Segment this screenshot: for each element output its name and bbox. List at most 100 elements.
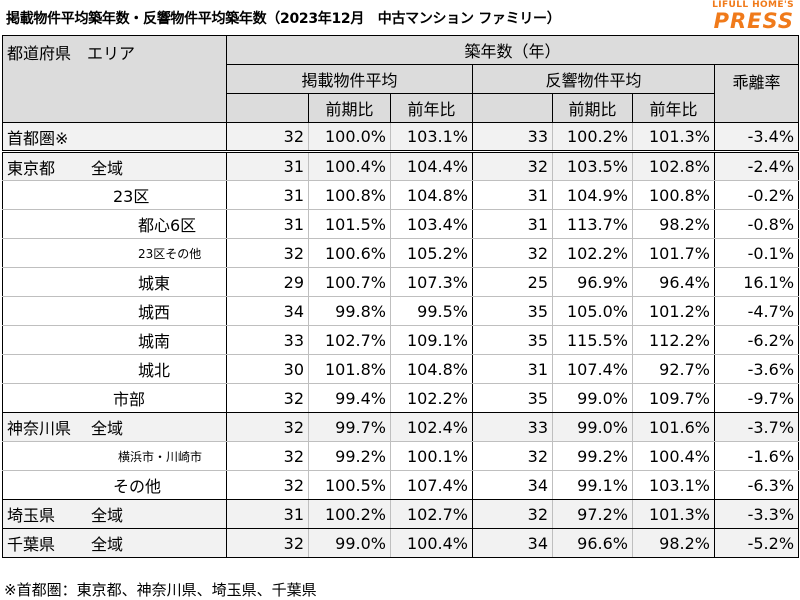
- response-yoy: 100.8%: [632, 180, 715, 210]
- response-yoy: 103.1%: [632, 470, 715, 500]
- response-years: 32: [472, 441, 553, 471]
- area-label: 全域: [91, 506, 124, 525]
- header-blank-listing: [226, 93, 309, 123]
- header-listing-mom: 前期比: [308, 93, 391, 123]
- header-response-mom: 前期比: [552, 93, 633, 123]
- response-years: 33: [472, 412, 553, 442]
- header-listing-average: 掲載物件平均: [226, 64, 473, 94]
- response-years: 31: [472, 180, 553, 210]
- table-row: 首都圏※ 32 100.0% 103.1% 33 100.2% 101.3% -…: [2, 122, 800, 153]
- listing-yoy: 109.1%: [390, 325, 473, 355]
- area-label: その他: [2, 470, 227, 500]
- listing-mom: 99.0%: [308, 528, 391, 558]
- response-years: 32: [472, 499, 553, 529]
- listing-yoy: 103.4%: [390, 209, 473, 239]
- response-mom: 99.2%: [552, 441, 633, 471]
- listing-yoy: 100.1%: [390, 441, 473, 471]
- gap-rate: -3.6%: [713, 354, 800, 384]
- listing-years: 31: [226, 180, 309, 210]
- response-years: 33: [472, 122, 553, 153]
- lifull-homes-press-logo: LIFULL HOME'S PRESS: [694, 0, 794, 32]
- listing-mom: 99.8%: [308, 296, 391, 326]
- response-years: 34: [472, 470, 553, 500]
- response-yoy: 102.8%: [632, 151, 715, 181]
- area-label: 横浜市・川崎市: [2, 441, 227, 471]
- listing-yoy: 102.7%: [390, 499, 473, 529]
- response-yoy: 112.2%: [632, 325, 715, 355]
- response-years: 35: [472, 383, 553, 413]
- table-row: 城北 30 101.8% 104.8% 31 107.4% 92.7% -3.6…: [2, 354, 800, 384]
- listing-yoy: 104.8%: [390, 180, 473, 210]
- listing-years: 31: [226, 209, 309, 239]
- listing-mom: 100.8%: [308, 180, 391, 210]
- response-yoy: 101.7%: [632, 238, 715, 268]
- response-mom: 97.2%: [552, 499, 633, 529]
- region-cell: 神奈川県 全域: [2, 412, 227, 442]
- listing-years: 32: [226, 470, 309, 500]
- region-cell: 千葉県 全域: [2, 528, 227, 558]
- header-listing-yoy: 前年比: [390, 93, 473, 123]
- listing-yoy: 107.3%: [390, 267, 473, 297]
- listing-mom: 100.6%: [308, 238, 391, 268]
- table-row: 城西 34 99.8% 99.5% 35 105.0% 101.2% -4.7%: [2, 296, 800, 326]
- listing-years: 32: [226, 441, 309, 471]
- response-yoy: 100.4%: [632, 441, 715, 471]
- response-yoy: 96.4%: [632, 267, 715, 297]
- gap-rate: -0.8%: [713, 209, 800, 239]
- response-years: 31: [472, 209, 553, 239]
- table-row: 23区 31 100.8% 104.8% 31 104.9% 100.8% -0…: [2, 180, 800, 210]
- response-years: 35: [472, 296, 553, 326]
- listing-yoy: 99.5%: [390, 296, 473, 326]
- response-yoy: 109.7%: [632, 383, 715, 413]
- response-mom: 99.0%: [552, 383, 633, 413]
- response-years: 35: [472, 325, 553, 355]
- listing-years: 34: [226, 296, 309, 326]
- prefecture-label: 埼玉県: [7, 506, 56, 525]
- listing-years: 33: [226, 325, 309, 355]
- logo-top-text: LIFULL HOME'S: [712, 0, 794, 10]
- response-yoy: 101.3%: [632, 499, 715, 529]
- response-mom: 107.4%: [552, 354, 633, 384]
- area-label: 23区: [2, 180, 227, 210]
- gap-rate: -6.3%: [713, 470, 800, 500]
- table-row: 城南 33 102.7% 109.1% 35 115.5% 112.2% -6.…: [2, 325, 800, 355]
- response-mom: 103.5%: [552, 151, 633, 181]
- listing-mom: 99.2%: [308, 441, 391, 471]
- listing-yoy: 104.4%: [390, 151, 473, 181]
- prefecture-label: 東京都: [7, 158, 56, 178]
- area-label: 都心6区: [2, 209, 227, 239]
- area-label: 城南: [2, 325, 227, 355]
- listing-yoy: 102.4%: [390, 412, 473, 442]
- listing-mom: 100.4%: [308, 151, 391, 181]
- listing-mom: 100.7%: [308, 267, 391, 297]
- listing-mom: 101.8%: [308, 354, 391, 384]
- response-years: 32: [472, 151, 553, 181]
- gap-rate: -0.1%: [713, 238, 800, 268]
- listing-years: 32: [226, 528, 309, 558]
- response-mom: 102.2%: [552, 238, 633, 268]
- area-label: 城北: [2, 354, 227, 384]
- gap-rate: 16.1%: [713, 267, 800, 297]
- response-years: 25: [472, 267, 553, 297]
- table-row: 都心6区 31 101.5% 103.4% 31 113.7% 98.2% -0…: [2, 209, 800, 239]
- response-mom: 105.0%: [552, 296, 633, 326]
- table-row: 横浜市・川崎市 32 99.2% 100.1% 32 99.2% 100.4% …: [2, 441, 800, 471]
- region-cell: 東京都 全域: [2, 151, 227, 181]
- table-row: 神奈川県 全域 32 99.7% 102.4% 33 99.0% 101.6% -…: [2, 412, 800, 442]
- response-mom: 96.9%: [552, 267, 633, 297]
- table-row: 23区その他 32 100.6% 105.2% 32 102.2% 101.7%…: [2, 238, 800, 268]
- region-cell: 首都圏※: [2, 122, 227, 153]
- listing-yoy: 100.4%: [390, 528, 473, 558]
- table-row: その他 32 100.5% 107.4% 34 99.1% 103.1% -6.…: [2, 470, 800, 500]
- listing-mom: 100.0%: [308, 122, 391, 153]
- response-mom: 99.1%: [552, 470, 633, 500]
- response-mom: 100.2%: [552, 122, 633, 153]
- area-label: 城西: [2, 296, 227, 326]
- listing-yoy: 102.2%: [390, 383, 473, 413]
- table-row: 市部 32 99.4% 102.2% 35 99.0% 109.7% -9.7%: [2, 383, 800, 413]
- listing-years: 31: [226, 499, 309, 529]
- listing-mom: 100.2%: [308, 499, 391, 529]
- page-title: 掲載物件平均築年数・反響物件平均築年数（2023年12月 中古マンション ファミ…: [6, 11, 561, 27]
- region-cell: 埼玉県 全域: [2, 499, 227, 529]
- prefecture-label: 神奈川県: [7, 419, 72, 438]
